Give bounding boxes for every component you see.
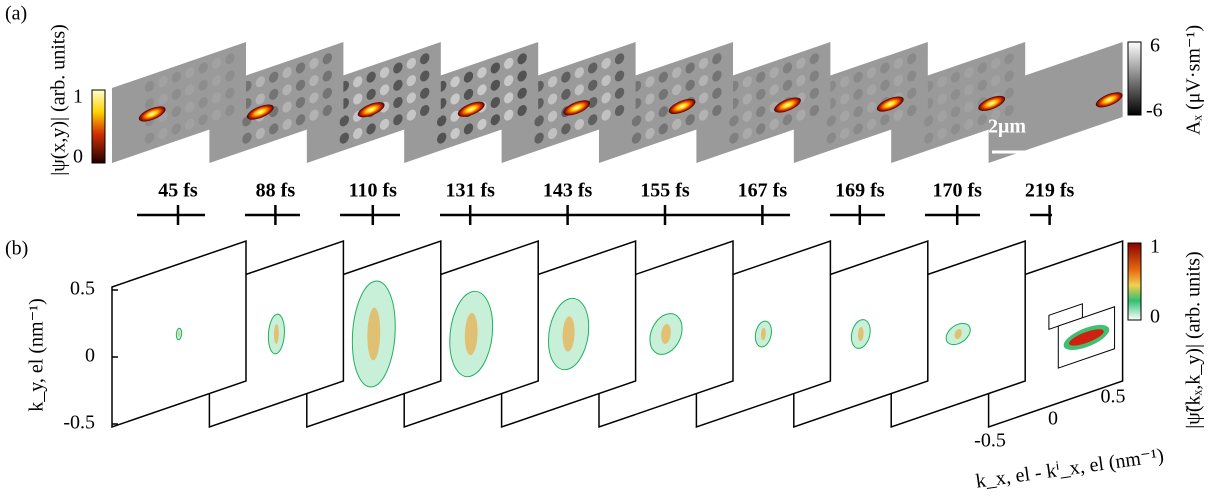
colorbar-label: |ψ̃(kₓ,k_y)| (arb. units) [1183,251,1205,428]
time-label: 131 fs [445,180,495,202]
x-tick-label: 0 [1048,408,1058,430]
time-label: 170 fs [932,180,982,202]
time-label: 143 fs [543,180,593,202]
colorbar [1128,243,1141,320]
time-label: 219 fs [1025,180,1075,202]
panel-label: (a) [5,3,27,25]
colorbar-tick: 0 [1150,306,1160,328]
colorbar-tick: 1 [1150,236,1160,258]
colorbar-tick: 0 [73,146,83,168]
colorbar-tick: -6 [1146,100,1163,122]
frames [112,41,1124,427]
colorbar-tick: 1 [73,86,83,108]
colorbar-label: Aₓ (μV·sm⁻¹) [1183,25,1205,135]
colorbar [1128,42,1141,115]
panel-label: (b) [5,238,28,260]
time-label: 155 fs [640,180,690,202]
time-label: 167 fs [738,180,788,202]
y-axis-label: k_y, el (nm⁻¹) [26,298,48,412]
colorbar-tick: 6 [1150,35,1160,57]
x-tick-label: -0.5 [974,430,1006,452]
colorbar [92,90,105,163]
time-label: 169 fs [835,180,885,202]
y-tick-label: 0 [85,345,95,367]
y-tick-label: -0.5 [63,412,95,434]
scale-bar-label: 2μm [988,116,1026,138]
x-tick-label: 0.5 [1101,386,1126,408]
figure: (a) (b) 1 0 |ψ(x,y)| (arb. units) 6 -6 A… [0,0,1215,497]
time-label: 88 fs [256,180,296,202]
x-axis-label: k_x, el - kⁱ_x, el (nm⁻¹) [974,445,1165,493]
timeline: 45 fs 88 fs 110 fs 131 fs 143 fs 155 fs 167 fs… [137,180,1075,225]
time-label: 110 fs [349,180,398,202]
time-label: 45 fs [158,180,198,202]
colorbar-label: |ψ(x,y)| (arb. units) [48,24,70,176]
y-tick-label: 0.5 [70,278,95,300]
